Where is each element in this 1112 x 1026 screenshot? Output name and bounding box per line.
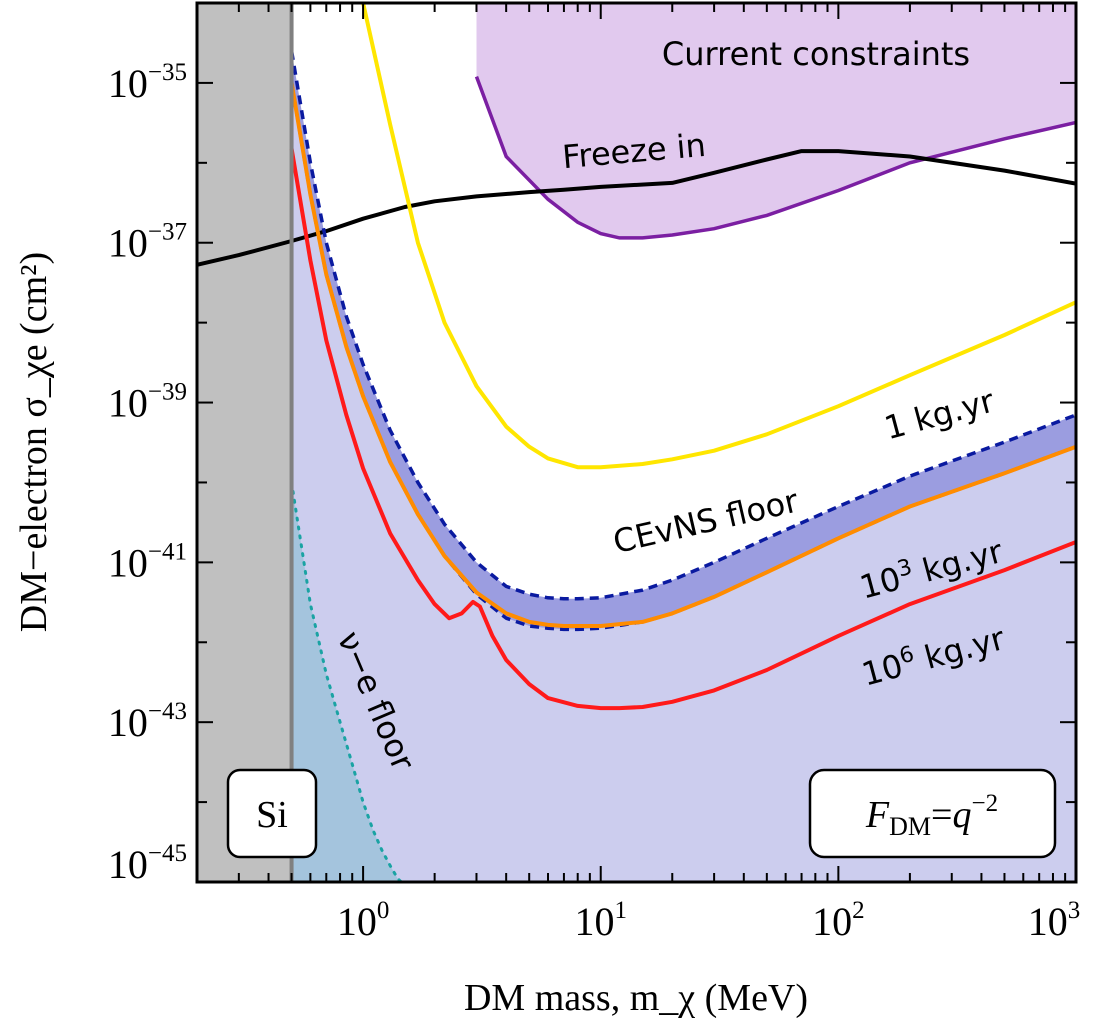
y-tick-label: 10−35 [108,59,187,106]
y-tick-label: 10−43 [108,698,187,745]
form-factor-box: FDM=q−2 [808,768,1057,859]
x-axis-title: DM mass, m_χ (MeV) [464,977,808,1019]
label-1-kgyr: 1 kg.yr [880,381,998,447]
curves-layer [197,3,1076,882]
label-current-constraints: Current constraints [662,35,970,73]
series-10-kg-yr [289,82,1076,628]
x-tick-label: 101 [574,897,627,944]
neutrino-fog-region [291,82,1076,882]
material-box-text: Si [256,794,288,836]
ve-floor-region [291,482,402,882]
regions-layer [197,3,1076,882]
material-box: Si [226,768,318,859]
y-tick-label: 10−41 [108,538,187,585]
current-constraints-region [476,3,1076,238]
plot-frame [195,1,1078,884]
y-axis-title: DM−electron σ_χe (cm²) [13,252,55,632]
y-tick-label: 10−45 [108,840,187,887]
y-tick-label: 10−37 [108,219,187,266]
series-10-kg-yr [289,148,1076,711]
current-constraints-edge [474,75,1076,240]
x-tick-label: 100 [337,897,390,944]
ticks-layer: 100 101 102 103 10−35 10−37 10−39 10−41 10−43 10−… [108,2,1081,944]
series-e-floor [290,481,403,882]
x-tick-label: 102 [812,897,865,944]
form-factor-text: FDM=q−2 [865,790,998,841]
series-freeze-in [197,149,1076,267]
series-cevns-floor-upper [289,50,1076,601]
si-region [197,3,292,882]
series-1-kg-yr [361,3,1076,470]
x-tick-label: 103 [1028,897,1081,944]
y-tick-label: 10−39 [108,379,187,426]
